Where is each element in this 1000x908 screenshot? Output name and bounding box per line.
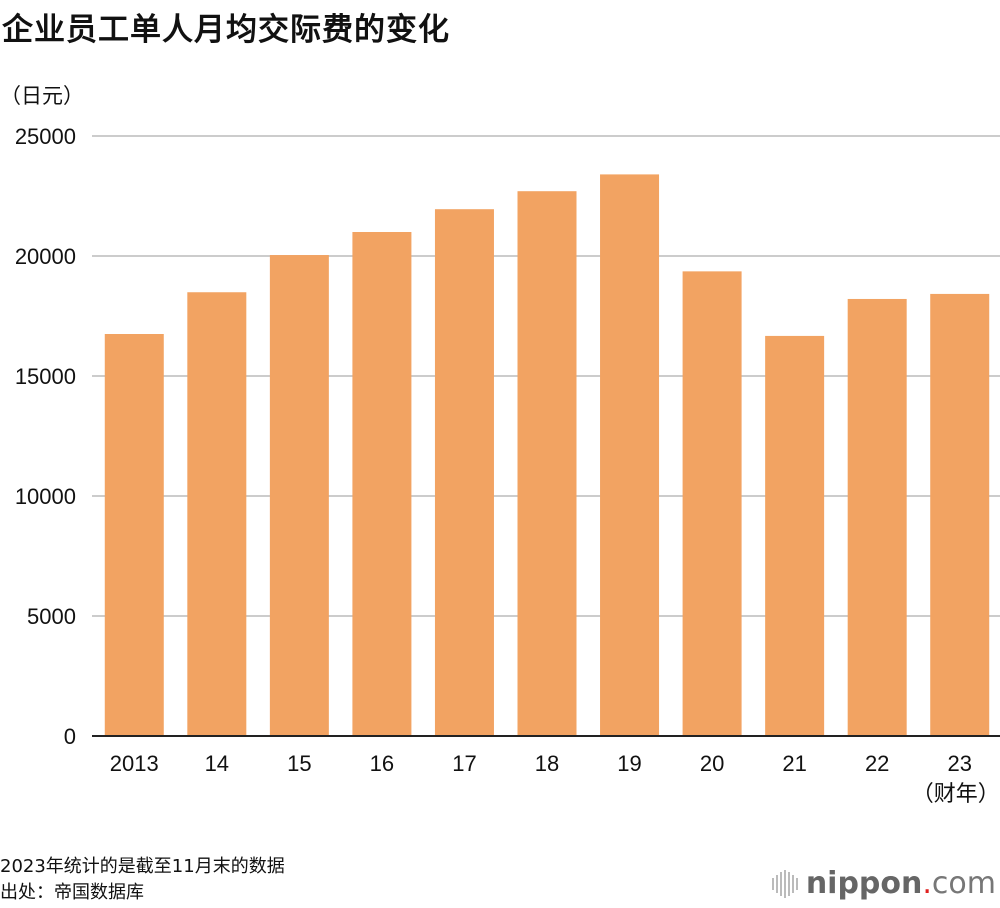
bar-19: [600, 174, 660, 736]
bar-16: [352, 232, 412, 736]
x-tick-label: 18: [535, 751, 559, 776]
logo-suffix: com: [931, 866, 996, 901]
chart-title: 企业员工单人月均交际费的变化: [2, 12, 450, 48]
x-axis-unit: （财年）: [912, 781, 1000, 806]
x-tick-label: 21: [782, 751, 806, 776]
x-tick-label: 14: [205, 751, 229, 776]
footnote: 2023年统计的是截至11月末的数据: [0, 856, 285, 877]
y-tick-label: 5000: [27, 604, 76, 629]
bar-15: [269, 255, 329, 737]
logo-dot: .: [922, 866, 932, 901]
bar-chart: 0 5000 10000 15000 20000 25000 2013 14 15 16 17 18 1…: [15, 124, 1000, 806]
logo-sound-icon: [771, 869, 798, 898]
nippon-logo: nippon. com: [771, 866, 996, 901]
x-tick-label: 20: [700, 751, 724, 776]
y-axis-unit: （日元）: [0, 84, 84, 108]
x-tick-label: 19: [617, 751, 641, 776]
x-tick-label: 15: [287, 751, 311, 776]
source-note: 出处：帝国数据库: [0, 882, 144, 903]
x-tick-label: 22: [865, 751, 889, 776]
x-tick-label: 17: [452, 751, 476, 776]
logo-name: nippon: [805, 866, 923, 901]
bar-18: [517, 191, 577, 736]
y-tick-label: 0: [64, 724, 76, 749]
bar-2013: [104, 334, 164, 736]
y-tick-label: 10000: [15, 484, 76, 509]
bar-21: [765, 335, 825, 736]
x-tick-label: 23: [947, 751, 971, 776]
bar-23: [930, 293, 990, 736]
bar-22: [847, 298, 907, 736]
bar-17: [434, 209, 494, 736]
y-tick-label: 25000: [15, 124, 76, 149]
y-tick-label: 20000: [15, 244, 76, 269]
x-tick-label: 16: [370, 751, 394, 776]
bar-14: [187, 292, 247, 736]
y-tick-label: 15000: [15, 364, 76, 389]
x-tick-label: 2013: [110, 751, 159, 776]
bar-20: [682, 271, 742, 736]
